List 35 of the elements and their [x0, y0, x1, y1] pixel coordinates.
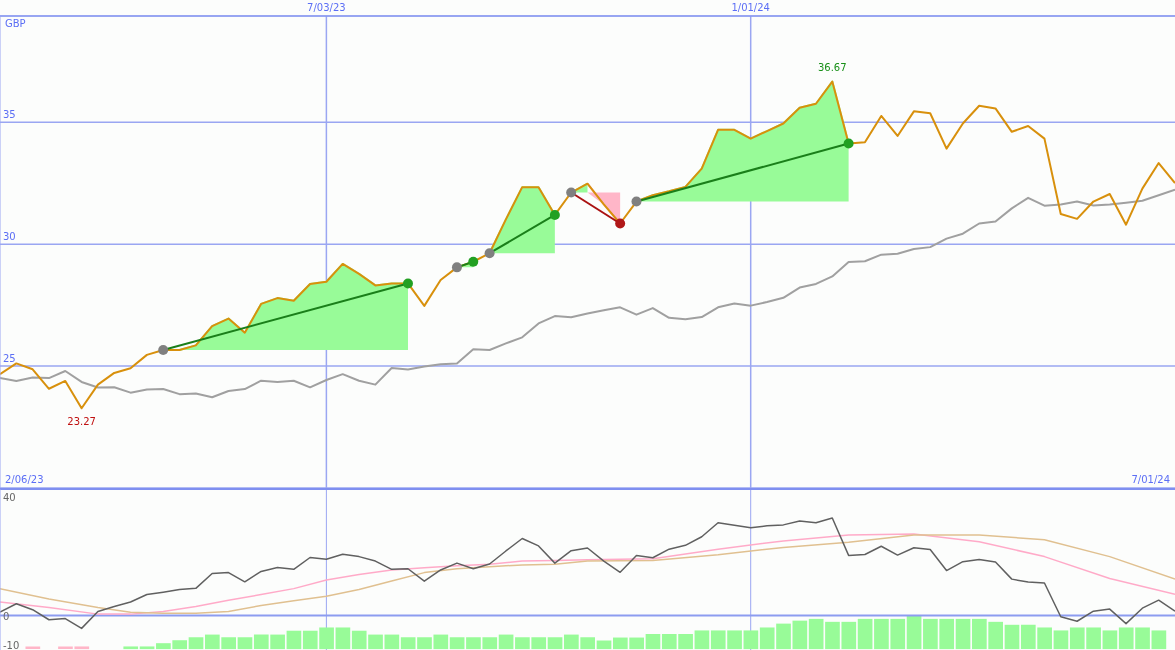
bar	[139, 646, 155, 650]
bar	[645, 633, 661, 650]
y-tick-label: 40	[3, 492, 16, 504]
annotation: 2/06/23	[5, 474, 44, 486]
x-tick-label: 7/03/23	[307, 2, 346, 13]
bar	[547, 637, 563, 650]
bar	[449, 637, 465, 650]
bar	[335, 627, 351, 650]
y-tick-label: 30	[3, 231, 16, 243]
y-tick-label: 0	[3, 610, 10, 622]
y-tick-label: -10	[3, 640, 20, 650]
y-axis-title: GBP	[5, 18, 26, 30]
y-tick-label: 35	[3, 109, 16, 121]
x-tick-label: 1/01/24	[731, 2, 770, 13]
bar	[384, 634, 400, 650]
bar	[286, 630, 302, 650]
bar	[1053, 630, 1069, 650]
bar	[123, 646, 139, 650]
bar	[498, 634, 514, 650]
annotation: 23.27	[67, 416, 96, 429]
bar	[694, 630, 710, 650]
bar	[25, 646, 41, 650]
bar	[1102, 630, 1118, 650]
line-series	[0, 517, 1175, 630]
bar	[857, 618, 873, 650]
bar	[237, 637, 253, 650]
bar	[906, 615, 922, 650]
y-tick-label: 25	[3, 353, 16, 365]
bar	[743, 630, 759, 650]
annotation: 7/01/24	[1131, 474, 1170, 486]
bar	[188, 637, 204, 650]
bar	[955, 618, 971, 650]
annotation: 36.67	[817, 61, 847, 74]
bar	[1151, 630, 1167, 650]
bar	[1004, 624, 1020, 650]
